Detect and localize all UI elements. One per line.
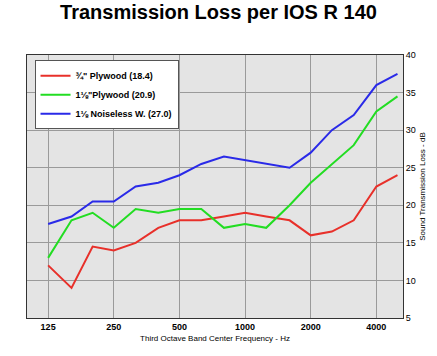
svg-text:5: 5 <box>406 313 411 323</box>
svg-text:15: 15 <box>406 238 416 248</box>
svg-text:30: 30 <box>406 125 416 135</box>
svg-text:1⅛ Noiseless W. (27.0): 1⅛ Noiseless W. (27.0) <box>76 109 172 119</box>
svg-text:250: 250 <box>106 322 121 332</box>
svg-text:Transmission Loss per IOS R 14: Transmission Loss per IOS R 140 <box>60 1 377 23</box>
svg-text:1⅛"Plywood (20.9): 1⅛"Plywood (20.9) <box>76 90 156 100</box>
svg-text:35: 35 <box>406 88 416 98</box>
svg-text:500: 500 <box>172 322 187 332</box>
svg-text:Sound Transmission Loss - dB: Sound Transmission Loss - dB <box>418 132 427 241</box>
svg-text:2000: 2000 <box>301 322 321 332</box>
svg-text:Third Octave Band Center Frequ: Third Octave Band Center Frequency - Hz <box>140 334 290 343</box>
svg-text:1000: 1000 <box>235 322 255 332</box>
svg-text:125: 125 <box>41 322 56 332</box>
svg-text:¾" Plywood (18.4): ¾" Plywood (18.4) <box>76 71 153 81</box>
svg-text:25: 25 <box>406 163 416 173</box>
svg-text:20: 20 <box>406 200 416 210</box>
svg-text:4000: 4000 <box>366 322 386 332</box>
svg-text:10: 10 <box>406 276 416 286</box>
svg-text:40: 40 <box>406 50 416 60</box>
